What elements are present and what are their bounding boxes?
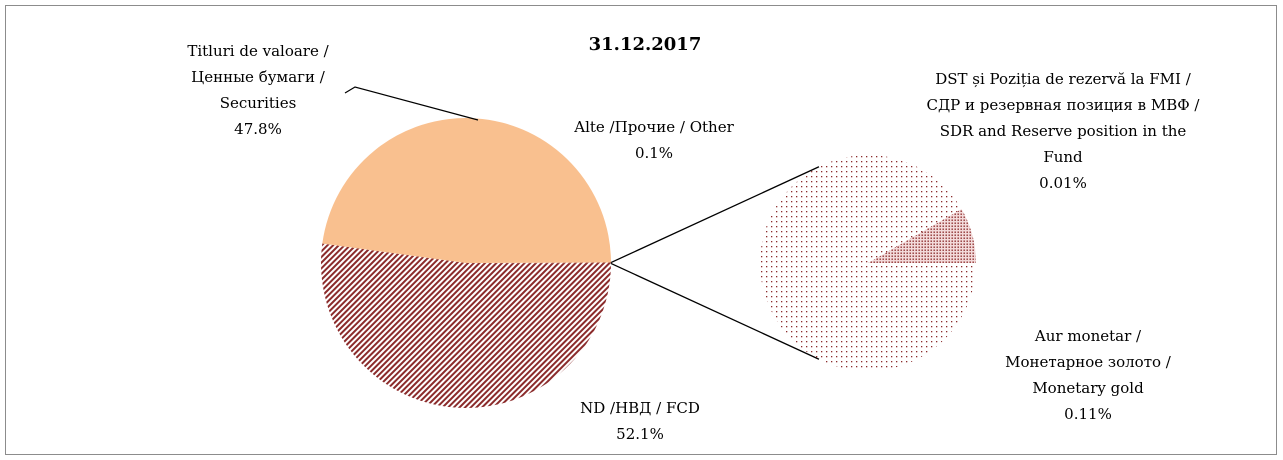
slice-label: DST și Poziția de rezervă la FMI /: [935, 70, 1191, 88]
slice-value-label: 52.1%: [616, 425, 664, 443]
slice-label: SDR and Reserve position in the: [940, 122, 1187, 140]
pie-slice: [320, 243, 611, 409]
chart-frame: [5, 5, 1277, 455]
slice-value-label: 0.01%: [1039, 174, 1087, 192]
slice-label: Alte /Прочие / Other: [573, 118, 734, 136]
secondary-slice: [760, 154, 976, 371]
slice-value-label: 0.1%: [635, 144, 673, 162]
slice-label: Titluri de valoare /: [187, 42, 329, 60]
slice-label: СДР и резервная позиция в МВФ /: [926, 96, 1200, 114]
slice-value-label: 0.11%: [1064, 405, 1112, 423]
slice-value-label: 47.8%: [234, 120, 282, 138]
slice-label: Ценные бумаги /: [191, 68, 326, 86]
slice-label: Монетарное золото /: [1005, 353, 1172, 371]
leader-line: [344, 86, 479, 121]
connector-line: [610, 262, 820, 360]
chart-title: 31.12.2017: [589, 34, 702, 55]
slice-label: Securities: [220, 94, 297, 112]
slice-label: Monetary gold: [1032, 379, 1144, 397]
slice-label: ND /НВД / FCD: [580, 399, 700, 417]
slice-label: Aur monetar /: [1034, 327, 1142, 345]
pie-slice: [322, 118, 611, 264]
pie-slice: [466, 262, 611, 264]
secondary-slice: [868, 209, 976, 263]
connector-line: [610, 166, 820, 264]
slice-label: Fund: [1043, 148, 1083, 166]
